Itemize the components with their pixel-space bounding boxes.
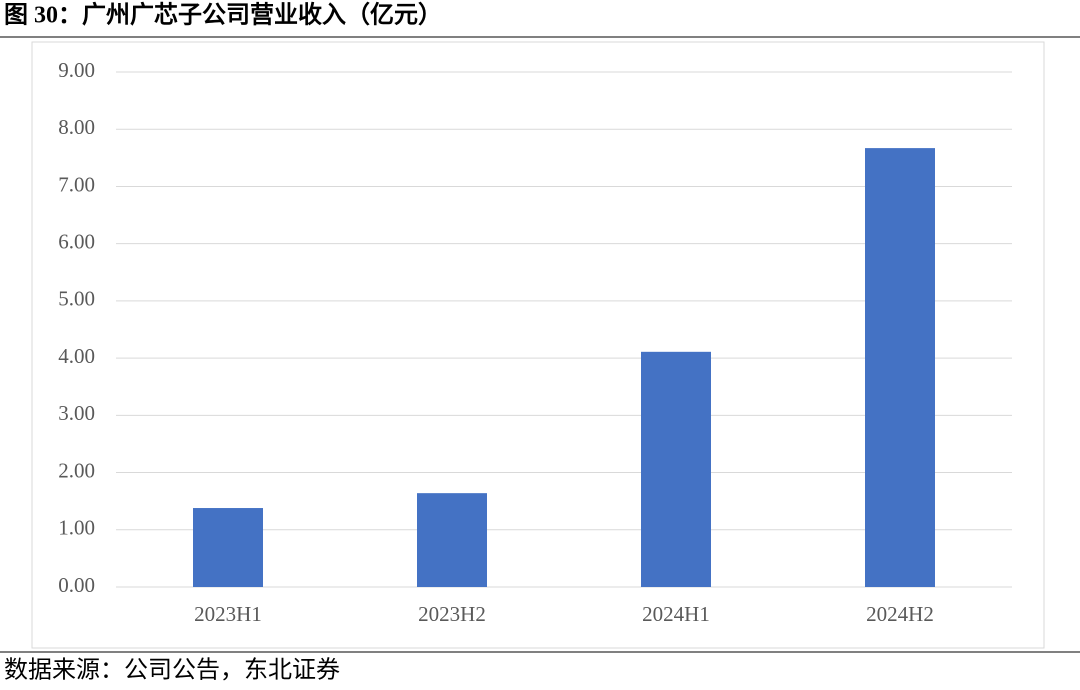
y-tick-label: 1.00 bbox=[58, 516, 95, 540]
bar bbox=[417, 493, 487, 587]
bar bbox=[641, 351, 711, 587]
y-tick-label: 8.00 bbox=[58, 115, 95, 139]
y-tick-label: 2.00 bbox=[58, 458, 95, 482]
chart-title: 图 30：广州广芯子公司营业收入（亿元） bbox=[4, 1, 442, 29]
x-tick-label: 2023H1 bbox=[194, 602, 262, 626]
y-tick-label: 0.00 bbox=[58, 573, 95, 597]
bar bbox=[193, 508, 263, 587]
bar bbox=[865, 148, 935, 587]
y-tick-label: 9.00 bbox=[58, 58, 95, 82]
x-tick-label: 2023H2 bbox=[418, 602, 486, 626]
y-tick-label: 7.00 bbox=[58, 172, 95, 196]
x-tick-label: 2024H2 bbox=[866, 602, 934, 626]
y-tick-label: 3.00 bbox=[58, 401, 95, 425]
source-note: 数据来源：公司公告，东北证券 bbox=[4, 657, 340, 684]
y-tick-label: 5.00 bbox=[58, 287, 95, 311]
y-tick-label: 4.00 bbox=[58, 344, 95, 368]
y-tick-label: 6.00 bbox=[58, 229, 95, 253]
chart-frame bbox=[31, 41, 1045, 649]
x-tick-label: 2024H1 bbox=[642, 602, 710, 626]
